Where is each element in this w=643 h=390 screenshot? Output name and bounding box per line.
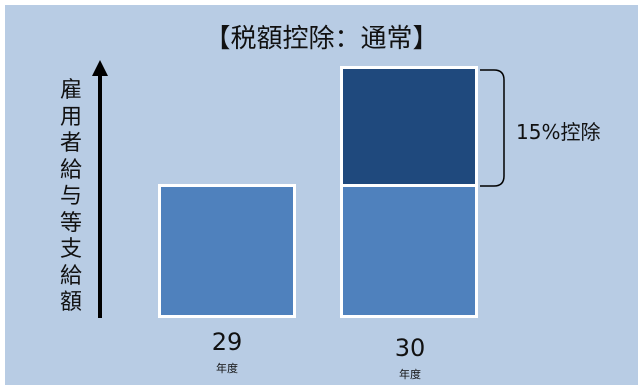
bar-year-29 (158, 184, 296, 318)
deduction-rate-label: 15%控除 (516, 120, 601, 144)
bar-year-30-increase (340, 66, 478, 188)
year-unit-29: 年度 (216, 362, 238, 375)
diagram-panel (5, 5, 638, 385)
year-label-29: 29 (211, 328, 243, 356)
year-label-30: 30 (394, 334, 426, 362)
vertical-axis-label: 雇用者給与等支給額 (59, 78, 82, 315)
bracket-shape (480, 69, 505, 187)
year-unit-30: 年度 (399, 368, 421, 381)
axis-arrow-head (92, 60, 108, 76)
bar-year-30-base (340, 184, 478, 318)
diagram-title: 【税額控除：通常】 (204, 24, 439, 54)
axis-arrow-line (98, 74, 102, 318)
